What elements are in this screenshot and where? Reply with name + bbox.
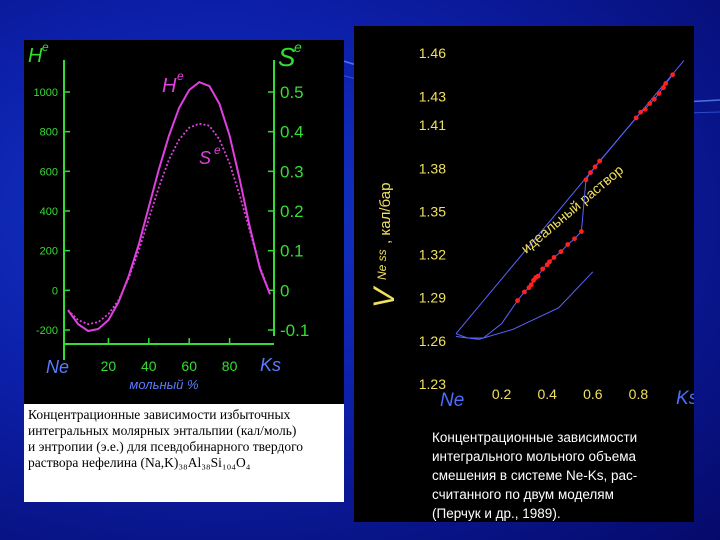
left-chart-caption: Концентрационные зависимости избыточных … [24, 404, 344, 502]
x-end-label-ks: Ks [676, 388, 694, 409]
left-axis-title-sup: e [42, 40, 49, 54]
data-point [583, 177, 589, 183]
y-tick-label: 1.41 [419, 117, 446, 133]
entropy-curve [67, 122, 271, 326]
x-tick-label: 80 [222, 358, 238, 374]
data-point [551, 255, 557, 260]
molar-volume-chart: 1.46 1.43 1.41 1.38 1.35 1.32 1.29 1.26 1.23 0.2 0… [368, 45, 699, 411]
x-tick-label: 20 [101, 358, 117, 374]
left-caption-line: интегральных молярных энтальпии (кал/мол… [28, 423, 297, 438]
data-point [579, 229, 584, 234]
data-point [565, 242, 571, 247]
x-tick-label: 60 [181, 358, 197, 374]
y-tick-label: 1.43 [419, 88, 446, 104]
data-point [547, 259, 552, 265]
right-y-tick-label: 0.1 [280, 242, 304, 261]
right-y-tick-label: 0.3 [280, 162, 304, 181]
data-point [638, 109, 644, 115]
right-y-tick-label: 0.2 [280, 202, 304, 221]
y-tick-label: 1.23 [419, 376, 446, 392]
right-y-tick-label: 0 [280, 281, 289, 300]
entropy-curve-label-sup: e [214, 143, 221, 157]
y-tick-label: 1.35 [419, 203, 446, 219]
y-tick-label: 1.29 [419, 290, 446, 306]
data-point [647, 101, 653, 106]
data-point [656, 91, 662, 96]
lower-model-curve [455, 271, 594, 340]
data-point [558, 249, 564, 255]
right-caption-line: интегрального мольного объема [432, 449, 637, 464]
right-chart-caption: Концентрационные зависимости интегрально… [432, 428, 694, 523]
x-tick-label: 0.6 [583, 386, 603, 402]
left-y-tick-label: 800 [40, 127, 58, 139]
x-end-label-ne: Ne [46, 357, 69, 377]
data-point [572, 236, 577, 242]
y-tick-label: 1.38 [419, 160, 446, 176]
left-y-tick-label: 200 [40, 246, 58, 258]
data-point [651, 96, 657, 102]
ideal-solution-label: идеальный раствор [518, 161, 627, 256]
right-y-tick-label: -0.1 [280, 321, 309, 340]
enthalpy-curve [67, 80, 271, 333]
y-axis-title-super: Ne ss [375, 249, 389, 280]
enthalpy-curve-label: H [162, 75, 177, 97]
left-y-tick-label: 400 [40, 206, 58, 218]
y-axis-title: V [368, 285, 401, 308]
right-caption-line: смешения в системе Ne-Ks, рас- [432, 468, 638, 483]
x-axis-title: мольный % [129, 377, 198, 392]
data-point [642, 106, 648, 112]
right-axis-title-sup: e [294, 40, 302, 55]
left-y-tick-label: -200 [36, 325, 58, 337]
enthalpy-entropy-chart: 1000 800 600 400 200 0 -200 0.5 0.4 0.3 0.2 0.1 0 -0.… [28, 39, 309, 392]
data-point [588, 170, 593, 175]
left-caption-line: и энтропии (э.е.) для псевдобинарного тв… [28, 439, 304, 454]
data-point [597, 158, 603, 164]
y-tick-label: 1.46 [419, 45, 446, 61]
data-point [535, 273, 541, 279]
x-end-label-ks: Ks [260, 355, 281, 375]
molar-volume-chart-panel: 1.46 1.43 1.41 1.38 1.35 1.32 1.29 1.26 1.23 0.2 0… [354, 26, 699, 522]
y-axis-title-unit: , кал/бар [377, 183, 394, 244]
data-point [663, 80, 669, 86]
data-point [661, 85, 666, 91]
right-caption-line: считанного по двум моделям [432, 487, 614, 502]
x-tick-label: 0.4 [537, 386, 557, 402]
entropy-curve-label: S [199, 148, 211, 168]
data-point [528, 282, 534, 288]
x-tick-label: 40 [141, 358, 157, 374]
x-end-label-ne: Ne [440, 390, 464, 411]
data-point [515, 298, 520, 303]
ideal-solution-line [455, 60, 685, 334]
left-y-tick-label: 1000 [34, 87, 58, 99]
data-point [592, 164, 598, 170]
left-caption-line: раствора нефелина (Na,K)₃₈Al₃₈Si₁₀₄O₄ [28, 455, 251, 470]
left-y-tick-label: 600 [40, 166, 58, 178]
right-y-tick-label: 0.5 [280, 83, 304, 102]
right-caption-line: (Перчук и др., 1989). [432, 506, 561, 521]
right-y-tick-label: 0.4 [280, 123, 304, 142]
x-tick-label: 0.2 [492, 386, 512, 402]
left-caption-line: Концентрационные зависимости избыточных [28, 407, 291, 422]
x-tick-label: 0.8 [629, 386, 649, 402]
enthalpy-curve-label-sup: e [177, 69, 184, 83]
data-point [540, 266, 546, 272]
left-axis-title: H [28, 45, 43, 67]
right-caption-line: Концентрационные зависимости [432, 430, 638, 445]
y-tick-label: 1.26 [419, 333, 446, 349]
right-axis-title: S [278, 42, 296, 72]
left-y-tick-label: 0 [52, 285, 58, 297]
data-point [522, 289, 527, 295]
y-axis-title-group: V Ne ss , кал/бар [368, 183, 401, 308]
data-point [670, 72, 675, 78]
data-point [633, 115, 639, 121]
y-tick-label: 1.32 [419, 247, 446, 263]
